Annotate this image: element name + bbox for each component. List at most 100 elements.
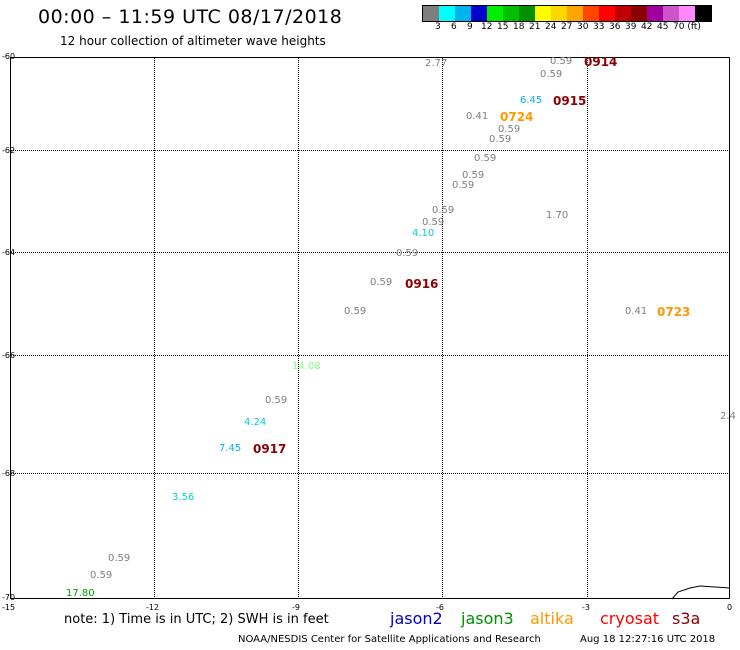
- wave-height-label: 7.45: [219, 443, 242, 454]
- lat-label: -68: [2, 469, 16, 478]
- legend-jason2: jason2: [390, 609, 443, 628]
- pass-time-label: 0915: [553, 94, 587, 108]
- colorbar-swatch: [519, 6, 535, 21]
- colorbar-swatch: [647, 6, 663, 21]
- wave-height-label: 4.10: [412, 228, 435, 239]
- wave-height-label: 0.59: [489, 134, 512, 145]
- colorbar-swatch: [679, 6, 695, 21]
- wave-height-label: 0.59: [452, 180, 475, 191]
- wave-height-label: 0.59: [422, 217, 445, 228]
- footer-note: note: 1) Time is in UTC; 2) SWH is in fe…: [64, 612, 329, 627]
- grid-lon-line: [154, 57, 155, 599]
- wave-height-label: 0.59: [90, 570, 113, 581]
- colorbar-swatch: [663, 6, 679, 21]
- wave-height-label: 0.59: [498, 124, 521, 135]
- colorbar-swatch: [471, 6, 487, 21]
- wave-height-label: 0.59: [432, 205, 455, 216]
- colorbar-label: 21: [529, 22, 541, 32]
- lat-label: -66: [2, 351, 16, 360]
- colorbar-label: 30: [577, 22, 589, 32]
- wave-height-label: 4.24: [244, 417, 267, 428]
- colorbar-swatch: [439, 6, 455, 21]
- colorbar-label: 39: [625, 22, 637, 32]
- grid-lon-line: [587, 57, 588, 599]
- wave-height-label: 14.08: [292, 361, 321, 372]
- lon-label: -12: [146, 603, 160, 612]
- wave-height-label: 0.59: [108, 553, 131, 564]
- coastline: [671, 585, 731, 600]
- pass-time-label: 0723: [657, 305, 691, 319]
- colorbar: [422, 5, 712, 22]
- colorbar-swatch: [599, 6, 615, 21]
- map-title: 00:00 – 11:59 UTC 08/17/2018: [38, 6, 343, 28]
- colorbar-swatch: [423, 6, 439, 21]
- wave-height-label: 3.56: [172, 492, 195, 503]
- wave-height-label: 0.41: [625, 306, 648, 317]
- colorbar-label: 33: [593, 22, 605, 32]
- wave-height-label: 1.70: [546, 210, 569, 221]
- colorbar-label: 24: [545, 22, 557, 32]
- lon-label: -3: [582, 603, 590, 612]
- colorbar-swatch: [615, 6, 631, 21]
- colorbar-swatch: [551, 6, 567, 21]
- colorbar-label: 3: [435, 22, 441, 32]
- wave-height-label: 0.59: [550, 56, 573, 67]
- colorbar-label: 27: [561, 22, 573, 32]
- map-subtitle: 12 hour collection of altimeter wave hei…: [60, 34, 326, 48]
- wave-height-label: 17.80: [66, 588, 95, 599]
- lat-label: -60: [2, 52, 16, 61]
- colorbar-swatch: [487, 6, 503, 21]
- lon-label: 0: [727, 603, 733, 612]
- wave-height-label: 0.59: [344, 306, 367, 317]
- lon-label: -15: [2, 603, 16, 612]
- pass-time-label: 0914: [584, 55, 618, 69]
- wave-height-label: 0.59: [370, 277, 393, 288]
- wave-height-label: 0.59: [396, 248, 419, 259]
- colorbar-swatch: [583, 6, 599, 21]
- grid-lat-line: [10, 252, 730, 253]
- lat-label: -70: [2, 593, 16, 602]
- grid-lat-line: [10, 355, 730, 356]
- grid-lat-line: [10, 150, 730, 151]
- wave-height-label: 6.45: [520, 95, 543, 106]
- lon-label: -6: [436, 603, 444, 612]
- wave-height-label: 0.59: [265, 395, 288, 406]
- colorbar-label: 18: [513, 22, 525, 32]
- wave-height-label: 0.59: [474, 153, 497, 164]
- colorbar-label: 70 (ft): [673, 22, 701, 32]
- colorbar-swatch: [503, 6, 519, 21]
- map-plot-area: [10, 57, 730, 599]
- pass-time-label: 0917: [253, 442, 287, 456]
- lat-label: -64: [2, 248, 16, 257]
- colorbar-label: 42: [641, 22, 653, 32]
- legend-s3a: s3a: [672, 609, 701, 628]
- wave-height-label: 2.4: [720, 411, 736, 422]
- colorbar-label: 12: [481, 22, 493, 32]
- colorbar-swatch: [695, 6, 711, 21]
- colorbar-label: 6: [451, 22, 457, 32]
- legend-jason3: jason3: [461, 609, 514, 628]
- colorbar-label: 9: [467, 22, 473, 32]
- grid-lon-line: [442, 57, 443, 599]
- generation-timestamp: Aug 18 12:27:16 UTC 2018: [580, 634, 716, 645]
- pass-time-label: 0916: [405, 277, 439, 291]
- wave-height-label: 0.41: [466, 111, 489, 122]
- colorbar-swatch: [567, 6, 583, 21]
- lon-label: -9: [292, 603, 300, 612]
- colorbar-swatch: [455, 6, 471, 21]
- grid-lon-line: [298, 57, 299, 599]
- colorbar-swatch: [631, 6, 647, 21]
- colorbar-swatch: [535, 6, 551, 21]
- colorbar-label: 45: [657, 22, 669, 32]
- wave-height-label: 0.59: [540, 69, 563, 80]
- colorbar-label: 15: [497, 22, 509, 32]
- legend-altika: altika: [530, 609, 574, 628]
- lat-label: -62: [2, 146, 16, 155]
- colorbar-label: 36: [609, 22, 621, 32]
- pass-time-label: 0724: [500, 110, 534, 124]
- wave-height-label: 0.59: [462, 170, 485, 181]
- legend-cryosat: cryosat: [600, 609, 660, 628]
- wave-height-label: 2.77: [425, 58, 448, 69]
- credit-text: NOAA/NESDIS Center for Satellite Applica…: [238, 634, 541, 645]
- grid-lat-line: [10, 473, 730, 474]
